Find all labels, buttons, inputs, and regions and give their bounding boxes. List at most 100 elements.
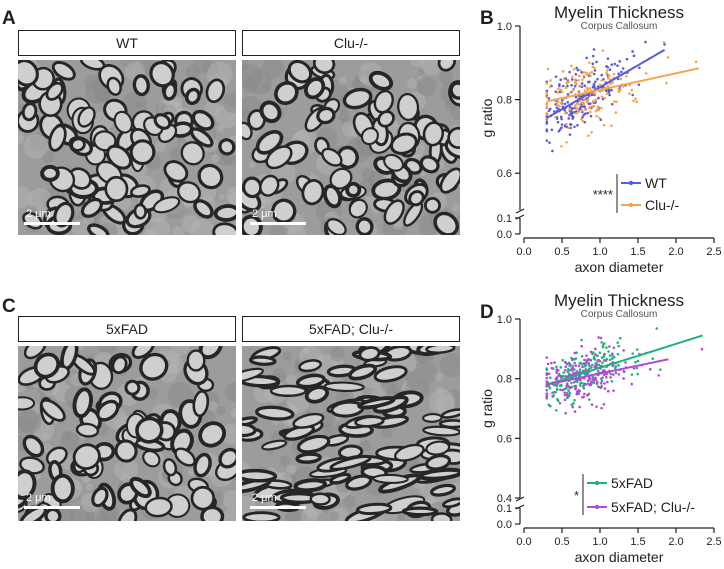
data-point: [586, 379, 590, 383]
x-tick-label: 1.5: [630, 536, 645, 548]
legend-label: Clu-/-: [645, 197, 680, 213]
data-point: [600, 106, 603, 110]
em-image-5xfad: [18, 346, 236, 521]
data-point: [551, 149, 554, 153]
data-point: [608, 354, 612, 357]
scale-bar-clu-ko: [250, 222, 306, 225]
data-point: [648, 368, 652, 371]
data-point: [602, 355, 606, 358]
data-point: [547, 372, 551, 376]
data-point: [624, 361, 627, 364]
data-point: [594, 378, 598, 382]
fit-line: [546, 67, 700, 103]
data-point: [559, 115, 563, 119]
data-point: [611, 352, 614, 355]
panel-letter-a: A: [2, 8, 16, 29]
data-point: [630, 373, 634, 376]
data-point: [563, 102, 567, 106]
data-point: [580, 109, 584, 112]
5xfad-header: 5xFAD: [18, 316, 236, 342]
data-point: [578, 389, 581, 393]
data-point: [600, 79, 604, 82]
data-point: [555, 365, 558, 369]
data-point: [554, 90, 558, 94]
data-point: [580, 355, 584, 358]
data-point: [550, 361, 553, 365]
data-point: [578, 107, 582, 111]
data-point: [610, 380, 614, 383]
data-point: [605, 71, 608, 75]
data-point: [557, 129, 561, 133]
data-point: [569, 123, 573, 126]
data-point: [579, 382, 582, 385]
data-point: [635, 348, 639, 351]
data-point: [556, 120, 560, 124]
data-point: [583, 365, 586, 368]
data-point: [602, 373, 606, 377]
data-point: [594, 353, 597, 356]
data-point: [551, 395, 554, 398]
data-point: [592, 381, 596, 385]
data-point: [580, 117, 583, 121]
data-point: [665, 81, 668, 85]
y-axis-label: g ratio: [479, 98, 495, 137]
data-point: [550, 366, 554, 370]
data-point: [589, 114, 593, 118]
chart-title: Myelin Thickness: [554, 291, 684, 310]
data-point: [608, 358, 612, 362]
data-point: [568, 133, 572, 136]
data-point: [567, 126, 571, 130]
data-point: [570, 358, 574, 362]
data-point: [593, 86, 596, 89]
data-point: [595, 114, 598, 118]
x-tick-label: 1.0: [592, 536, 607, 548]
data-point: [545, 120, 549, 123]
y-tick-label: 0.1: [497, 503, 512, 515]
data-point: [631, 352, 635, 355]
data-point: [555, 106, 559, 110]
data-point: [575, 66, 578, 70]
data-point: [603, 382, 606, 385]
data-point: [567, 117, 571, 120]
data-point: [587, 134, 590, 137]
y-tick-label: 1.0: [497, 21, 512, 33]
data-point: [597, 336, 600, 339]
data-point: [572, 88, 575, 92]
data-point: [545, 395, 549, 399]
data-point: [612, 72, 616, 76]
data-point: [694, 60, 698, 64]
y-axis-break-mark: [515, 496, 525, 502]
data-point: [603, 352, 606, 356]
legend-label: 5xFAD; Clu-/-: [611, 499, 695, 515]
data-point: [619, 77, 623, 81]
data-point: [591, 377, 595, 381]
data-point: [608, 68, 612, 72]
data-point: [587, 363, 591, 366]
data-point: [580, 82, 584, 85]
data-point: [565, 81, 568, 85]
data-point: [602, 402, 606, 406]
y-tick-label: 0.0: [497, 519, 512, 531]
data-point: [563, 393, 567, 397]
data-point: [603, 96, 607, 100]
data-point: [555, 408, 558, 412]
scale-label-clu-ko: 2 μm: [252, 208, 277, 220]
data-point: [561, 84, 565, 88]
data-point: [545, 82, 549, 85]
data-point: [600, 95, 604, 99]
data-point: [610, 63, 614, 66]
data-point: [583, 392, 586, 396]
data-point: [598, 116, 601, 120]
data-point: [545, 388, 549, 392]
data-point: [574, 384, 578, 388]
clu-ko-header: Clu-/-: [242, 30, 460, 56]
data-point: [581, 119, 585, 123]
data-point: [574, 81, 578, 85]
data-point: [571, 405, 575, 409]
data-point: [582, 395, 585, 399]
y-tick-label: 0.4: [497, 493, 512, 505]
data-point: [553, 361, 556, 364]
x-tick-label: 2.5: [706, 246, 721, 258]
data-point: [606, 57, 610, 60]
fit-line: [546, 49, 666, 119]
